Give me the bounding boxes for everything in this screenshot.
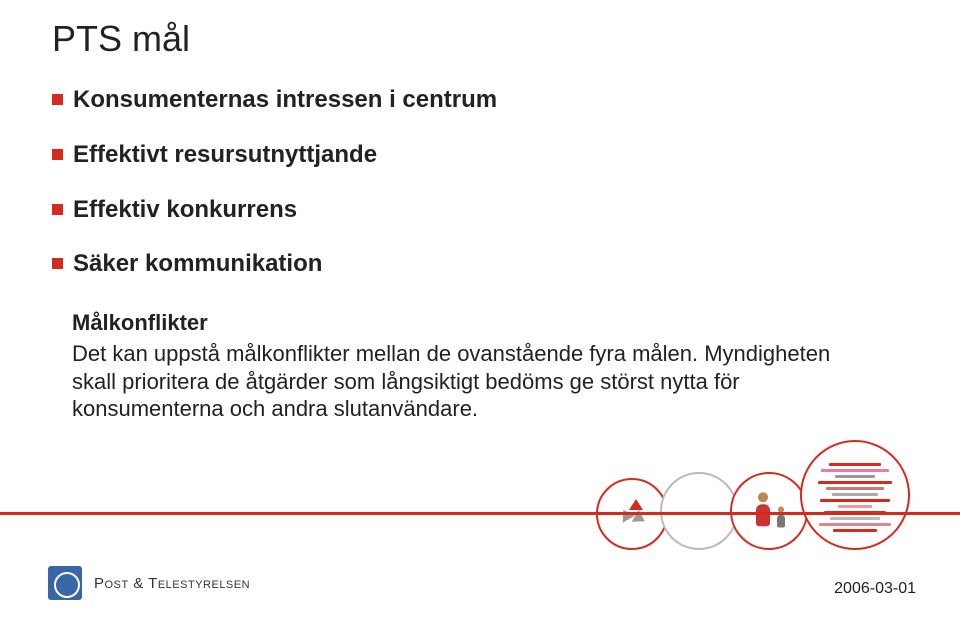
logo-mark-icon — [48, 566, 82, 600]
circle-bars-icon — [800, 440, 910, 550]
bullet-marker-icon — [52, 94, 63, 105]
bullet-text: Effektivt resursutnyttjande — [73, 141, 377, 170]
bullet-text: Effektiv konkurrens — [73, 196, 297, 225]
sub-heading: Målkonflikter — [72, 310, 852, 336]
footer-date: 2006-03-01 — [834, 580, 916, 598]
bullet-item: Säker kommunikation — [52, 250, 872, 279]
sub-body: Det kan uppstå målkonflikter mellan de o… — [72, 340, 852, 423]
footer-graphic — [596, 440, 910, 550]
logo-text: Post & Telestyrelsen — [94, 575, 250, 592]
bullet-text: Konsumenternas intressen i centrum — [73, 86, 497, 115]
footer-logo: Post & Telestyrelsen — [48, 566, 250, 600]
slide: PTS mål Konsumenternas intressen i centr… — [0, 0, 960, 622]
bullet-marker-icon — [52, 149, 63, 160]
bullet-item: Konsumenternas intressen i centrum — [52, 86, 872, 115]
sub-section: Målkonflikter Det kan uppstå målkonflikt… — [72, 310, 852, 423]
circle-people-icon — [730, 472, 808, 550]
slide-title: PTS mål — [52, 18, 190, 60]
bullet-marker-icon — [52, 258, 63, 269]
bullet-item: Effektiv konkurrens — [52, 196, 872, 225]
bullet-text: Säker kommunikation — [73, 250, 322, 279]
bullet-marker-icon — [52, 204, 63, 215]
bullet-list: Konsumenternas intressen i centrum Effek… — [52, 86, 872, 305]
bullet-item: Effektivt resursutnyttjande — [52, 141, 872, 170]
circle-empty-icon — [660, 472, 738, 550]
divider-line — [0, 512, 960, 515]
